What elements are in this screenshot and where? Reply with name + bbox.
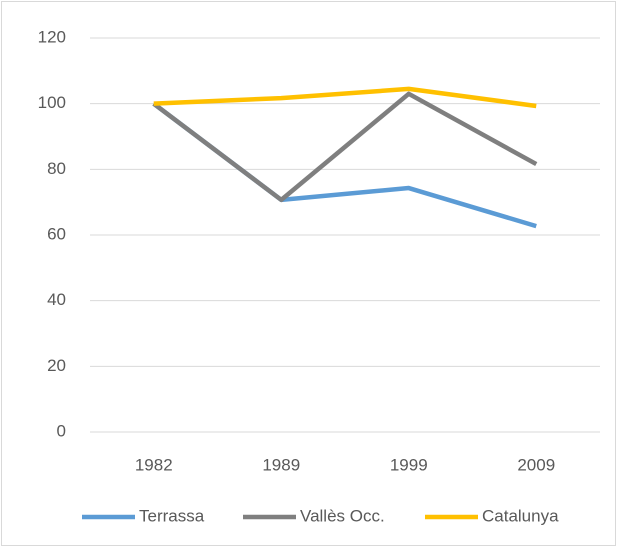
- series-line: [153, 86, 537, 109]
- legend-label: Terrassa: [139, 506, 205, 525]
- y-tick-label: 20: [47, 356, 66, 375]
- y-tick-label: 60: [47, 224, 66, 243]
- legend-label: Catalunya: [482, 506, 559, 525]
- y-tick-label: 0: [57, 421, 66, 440]
- y-tick-label: 100: [38, 93, 66, 112]
- y-tick-label: 40: [47, 290, 66, 309]
- series-line: [152, 91, 538, 203]
- x-tick-label: 1999: [390, 455, 428, 474]
- x-tick-label: 2009: [517, 455, 555, 474]
- legend-label: Vallès Occ.: [300, 506, 385, 525]
- x-tick-label: 1989: [262, 455, 300, 474]
- y-tick-label: 80: [47, 159, 66, 178]
- y-tick-label: 120: [38, 27, 66, 46]
- x-tick-label: 1982: [135, 455, 173, 474]
